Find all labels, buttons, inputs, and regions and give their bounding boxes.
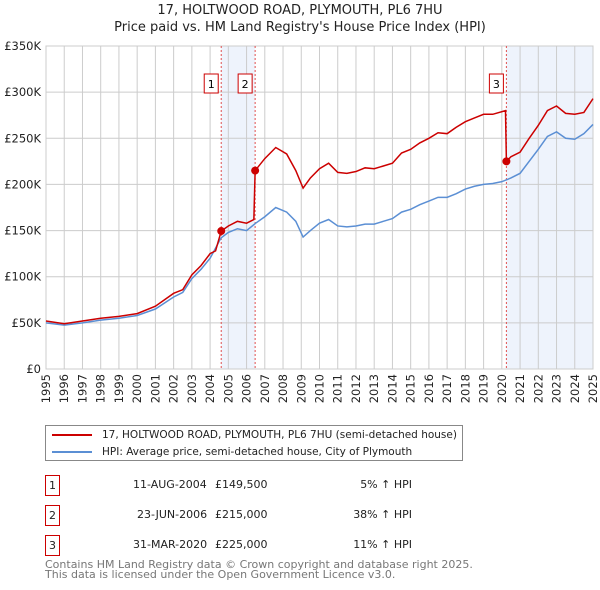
x-tick-label: 2016 xyxy=(422,374,436,403)
sale-point xyxy=(502,157,511,166)
sale-hpi-diff: 11% ↑ HPI xyxy=(353,538,412,551)
legend-label-price: 17, HOLTWOOD ROAD, PLYMOUTH, PL6 7HU (se… xyxy=(102,429,457,441)
sale-hpi-diff: 38% ↑ HPI xyxy=(353,508,412,521)
x-tick-label: 2002 xyxy=(167,374,181,403)
x-tick-label: 2010 xyxy=(313,374,327,403)
footer-line-2: This data is licensed under the Open Gov… xyxy=(45,568,396,581)
sale-label-box xyxy=(203,73,219,94)
x-tick-label: 2025 xyxy=(586,374,600,403)
sale-row: 2 23-JUN-2006 £215,000 38% ↑ HPI xyxy=(45,505,445,526)
sale-price: £225,000 xyxy=(215,538,268,551)
x-tick-label: 2019 xyxy=(477,374,491,403)
sale-label: 2 xyxy=(242,78,249,91)
x-tick-label: 1996 xyxy=(57,374,71,403)
chart-subtitle: Price paid vs. HM Land Registry's House … xyxy=(114,20,486,35)
x-tick-label: 2000 xyxy=(130,374,144,403)
x-tick-label: 1998 xyxy=(94,374,108,403)
x-tick-label: 1997 xyxy=(75,374,89,403)
x-tick-label: 2021 xyxy=(513,374,527,403)
y-tick-label: £250K xyxy=(4,131,41,145)
x-tick-label: 2004 xyxy=(203,374,217,403)
sale-label: 1 xyxy=(208,78,215,91)
legend-label-hpi: HPI: Average price, semi-detached house,… xyxy=(102,446,413,458)
x-tick-label: 2012 xyxy=(349,374,363,403)
x-tick-label: 2017 xyxy=(440,374,454,403)
x-tick-label: 2011 xyxy=(331,374,345,403)
x-tick-label: 2015 xyxy=(404,374,418,403)
shaded-region xyxy=(506,46,593,369)
sale-label: 3 xyxy=(493,78,500,91)
sale-date: 23-JUN-2006 xyxy=(137,508,208,521)
x-tick-label: 2022 xyxy=(531,374,545,403)
x-tick-label: 2024 xyxy=(568,374,582,403)
sale-number: 3 xyxy=(45,535,60,556)
sale-point xyxy=(217,227,226,236)
sale-row: 1 11-AUG-2004 £149,500 5% ↑ HPI xyxy=(45,475,445,496)
legend: 17, HOLTWOOD ROAD, PLYMOUTH, PL6 7HU (se… xyxy=(45,425,463,461)
x-tick-label: 2023 xyxy=(550,374,564,403)
x-tick-label: 2009 xyxy=(294,374,308,403)
x-tick-label: 1999 xyxy=(112,374,126,403)
y-tick-label: £300K xyxy=(4,85,41,99)
sale-point xyxy=(251,166,260,175)
y-tick-label: £150K xyxy=(4,224,41,238)
shaded-region xyxy=(221,46,256,369)
sale-hpi-diff: 5% ↑ HPI xyxy=(360,478,412,491)
sale-label-box xyxy=(237,73,253,94)
sale-date: 31-MAR-2020 xyxy=(133,538,208,551)
price-paid-line xyxy=(45,98,594,325)
x-tick-label: 2013 xyxy=(367,374,381,403)
sale-price: £149,500 xyxy=(215,478,268,491)
x-tick-label: 2014 xyxy=(385,374,399,403)
x-tick-label: 2003 xyxy=(185,374,199,403)
sale-price: £215,000 xyxy=(215,508,268,521)
x-tick-label: 2005 xyxy=(221,374,235,403)
y-tick-label: £350K xyxy=(4,39,41,53)
x-tick-label: 2001 xyxy=(148,374,162,403)
sale-number: 2 xyxy=(45,505,60,526)
sale-row: 3 31-MAR-2020 £225,000 11% ↑ HPI xyxy=(45,535,445,556)
x-tick-label: 2020 xyxy=(495,374,509,403)
plot-area: £0 £50K £100K £150K £200K £250K £300K £350K 1995… xyxy=(4,39,600,403)
sale-label-box xyxy=(488,73,504,94)
hpi-line xyxy=(45,123,594,326)
y-tick-label: £0 xyxy=(26,362,41,376)
x-tick-label: 2006 xyxy=(240,374,254,403)
x-tick-label: 2008 xyxy=(276,374,290,403)
y-tick-label: £50K xyxy=(12,316,42,330)
x-tick-label: 1995 xyxy=(39,374,53,403)
plot-border xyxy=(45,45,594,370)
sale-number: 1 xyxy=(45,475,60,496)
legend-swatch-price xyxy=(52,434,92,436)
x-tick-label: 2018 xyxy=(458,374,472,403)
footer: Contains HM Land Registry data © Crown c… xyxy=(45,558,473,581)
sale-date: 11-AUG-2004 xyxy=(133,478,207,491)
y-tick-label: £100K xyxy=(4,270,41,284)
footer-line-1: Contains HM Land Registry data © Crown c… xyxy=(45,558,473,571)
x-tick-label: 2007 xyxy=(258,374,272,403)
legend-swatch-hpi xyxy=(52,451,92,453)
y-tick-label: £200K xyxy=(4,177,41,191)
chart-title: 17, HOLTWOOD ROAD, PLYMOUTH, PL6 7HU xyxy=(157,3,443,18)
